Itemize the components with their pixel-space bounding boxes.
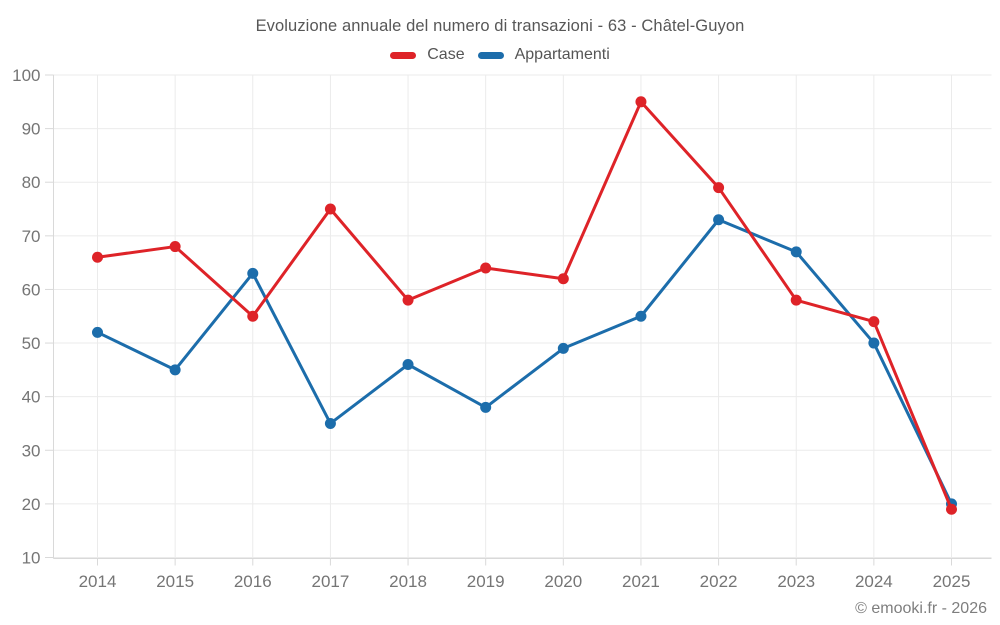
series-line-case [96, 100, 953, 511]
y-tick-label: 30 [22, 441, 41, 460]
x-tick-label: 2018 [389, 572, 427, 591]
x-tick-label: 2024 [855, 572, 893, 591]
data-point-appartamenti [557, 342, 569, 354]
y-tick-label: 100 [12, 66, 40, 85]
copyright-footer: © emooki.fr - 2026 [855, 600, 987, 617]
appartamenti-legend-label: Appartamenti [514, 46, 610, 63]
data-point-appartamenti [92, 326, 103, 338]
case-legend-swatch [390, 51, 417, 59]
y-tick-label: 90 [22, 120, 41, 139]
x-tick-label: 2020 [544, 572, 582, 591]
data-point-case [713, 182, 725, 194]
data-point-appartamenti [868, 337, 880, 349]
y-tick-label: 20 [22, 495, 41, 514]
legend-item-case[interactable]: Case [390, 46, 465, 64]
data-point-case [92, 251, 103, 263]
y-tick-label: 10 [22, 549, 41, 568]
data-point-appartamenti [635, 310, 647, 322]
chart-legend: Case Appartamenti [0, 46, 1000, 64]
chart-title: Evoluzione annuale del numero di transaz… [255, 17, 745, 35]
data-point-case [247, 310, 259, 322]
data-point-case [868, 316, 880, 328]
data-point-case [946, 503, 957, 515]
x-tick-label: 2025 [933, 572, 971, 591]
legend-item-appartamenti[interactable]: Appartamenti [477, 46, 610, 64]
y-tick-label: 70 [22, 227, 41, 246]
data-point-case [557, 273, 569, 285]
x-tick-label: 2021 [622, 572, 660, 591]
y-tick-label: 50 [22, 334, 41, 353]
data-point-case [169, 241, 181, 253]
data-point-appartamenti [713, 214, 725, 226]
x-tick-label: 2023 [777, 572, 815, 591]
data-point-appartamenti [324, 417, 336, 429]
data-point-case [480, 262, 492, 274]
x-tick-label: 2019 [467, 572, 505, 591]
data-point-appartamenti [402, 359, 414, 370]
data-point-appartamenti [790, 246, 802, 258]
series-line-appartamenti [96, 218, 953, 506]
y-tick-label: 60 [22, 280, 41, 299]
case-legend-label: Case [427, 46, 465, 63]
data-point-case [324, 203, 336, 215]
x-tick-label: 2014 [79, 572, 117, 591]
x-tick-label: 2022 [700, 572, 738, 591]
y-tick-label: 40 [22, 388, 41, 407]
x-tick-label: 2015 [156, 572, 194, 591]
data-point-case [635, 96, 647, 108]
data-point-appartamenti [480, 401, 492, 413]
x-tick-label: 2016 [234, 572, 272, 591]
y-tick-label: 80 [22, 173, 41, 192]
x-tick-label: 2017 [311, 572, 349, 591]
data-point-case [402, 294, 414, 306]
data-point-appartamenti [169, 364, 181, 376]
data-point-appartamenti [247, 267, 259, 279]
data-point-case [790, 294, 802, 306]
appartamenti-legend-swatch [477, 51, 504, 59]
